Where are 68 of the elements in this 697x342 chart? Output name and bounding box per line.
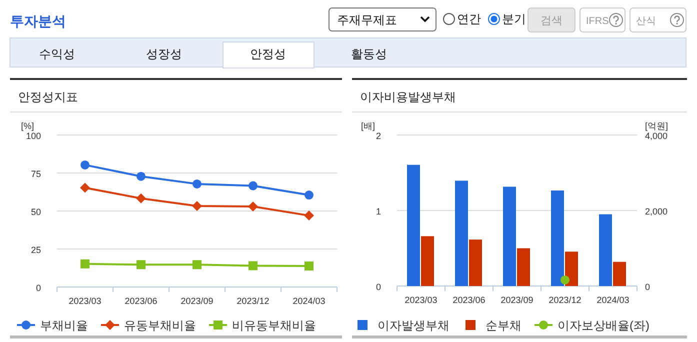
y2-tick-label: 4,000 (645, 131, 668, 141)
chart-title: 안정성지표 (18, 90, 78, 104)
y-axis-title: [배] (361, 121, 376, 131)
y2-tick-label: 0 (645, 282, 650, 292)
y-tick-label: 2 (376, 131, 381, 141)
y-tick-label: 1 (376, 206, 381, 216)
x-tick-label: 2023/12 (236, 296, 270, 306)
x-tick-label: 2023/09 (180, 296, 214, 306)
x-tick-label: 2023/03 (68, 296, 102, 306)
point (248, 201, 258, 212)
text: 연간 (457, 12, 481, 26)
y-tick-label: 50 (30, 207, 41, 217)
y-tick-label: 100 (26, 131, 41, 141)
y-tick-label: 0 (376, 282, 381, 292)
point (80, 160, 90, 170)
legend-label: 비유동부채비율 (232, 318, 316, 332)
point (136, 260, 146, 270)
text: 성장성 (146, 47, 182, 61)
text: 주재무제표 (337, 13, 397, 27)
legend-label: 이자발생부채 (378, 318, 450, 332)
y-tick-label: 25 (30, 245, 41, 255)
bar (469, 240, 482, 286)
bar (551, 190, 564, 286)
point (304, 190, 314, 200)
x-tick-label: 2023/12 (548, 295, 582, 305)
bar (613, 262, 626, 286)
legend-label: 부채비율 (40, 318, 88, 332)
x-tick-label: 2024/03 (596, 295, 630, 305)
point (192, 200, 202, 211)
point (192, 179, 202, 188)
x-tick-label: 2024/03 (292, 296, 326, 306)
text: 수익성 (39, 47, 75, 61)
text: IFRS (586, 16, 610, 27)
bar (503, 186, 516, 286)
point (304, 262, 314, 271)
x-tick-label: 2023/06 (124, 296, 158, 306)
text: 투자분석 (10, 13, 66, 29)
text: 안정성 (250, 47, 286, 61)
point (304, 210, 314, 221)
bar (517, 248, 530, 286)
text: 활동성 (351, 47, 387, 61)
point (248, 181, 258, 190)
bar (565, 252, 578, 286)
x-tick-label: 2023/09 (500, 295, 534, 305)
legend-label: 이자보상배율(좌) (558, 318, 650, 332)
chart-title: 이자비용발생부채 (360, 90, 456, 104)
y2-tick-label: 2,000 (645, 206, 668, 216)
y-tick-label: 75 (30, 169, 41, 179)
text: 검색 (540, 15, 562, 27)
point (80, 259, 90, 268)
y2-axis-title: [억원] (645, 121, 668, 131)
legend-label: 유동부채비율 (124, 318, 196, 332)
bar (599, 214, 612, 286)
point (248, 261, 258, 270)
legend-label: 순부채 (486, 318, 522, 332)
point (136, 172, 146, 181)
point (192, 260, 202, 270)
point (80, 182, 90, 193)
bar (455, 180, 468, 286)
bar (421, 236, 434, 286)
y-axis-title: [%] (21, 121, 34, 131)
x-tick-label: 2023/03 (404, 295, 438, 305)
bar (407, 164, 420, 286)
text: 분기 (502, 12, 526, 26)
point (136, 193, 146, 204)
y-tick-label: 0 (36, 283, 41, 293)
text: 산식 (636, 16, 656, 27)
x-tick-label: 2023/06 (452, 295, 486, 305)
